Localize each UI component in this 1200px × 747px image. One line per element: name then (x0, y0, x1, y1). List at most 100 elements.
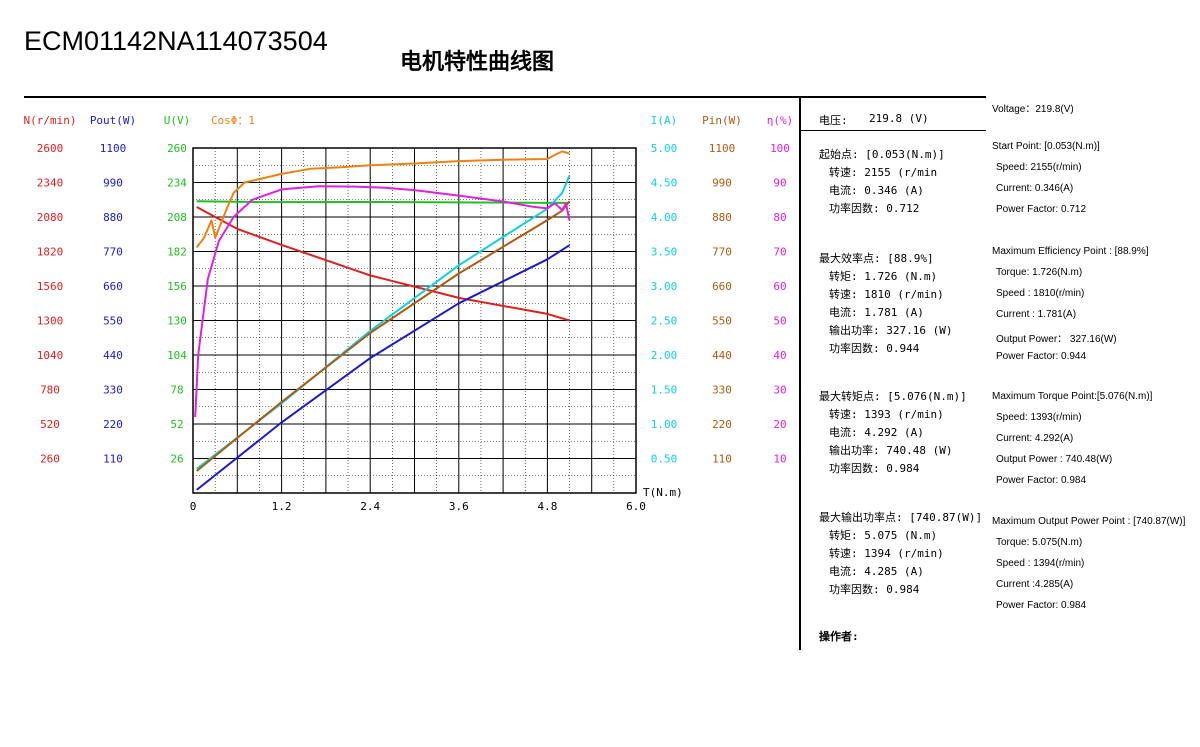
tick-label-pin: 660 (712, 280, 732, 293)
tick-label-n: 260 (40, 453, 60, 466)
tick-label-eff: 10 (773, 453, 786, 466)
tick-label-eff: 60 (773, 280, 786, 293)
point-detail: 电流: 1.781 (A) (829, 306, 924, 319)
point-detail: 电流: 4.292 (A) (829, 426, 924, 439)
tick-label-pin: 1100 (709, 142, 736, 155)
tick-label-pin: 990 (712, 177, 732, 190)
axis-label-n: N(r/min) (24, 114, 77, 127)
voltage-en: Voltage：219.8(V) (992, 104, 1074, 115)
x-tick-label: 2.4 (360, 500, 380, 513)
point-detail-en: Current : 1.781(A) (996, 309, 1077, 320)
tick-label-n: 2340 (37, 177, 64, 190)
tick-label-pout: 990 (103, 177, 123, 190)
tick-label-i: 1.00 (651, 418, 678, 431)
tick-label-u: 260 (167, 142, 187, 155)
point-detail-en: Power Factor: 0.984 (996, 600, 1087, 611)
tick-label-pout: 110 (103, 453, 123, 466)
tick-label-pin: 220 (712, 418, 732, 431)
point-detail-en: Power Factor: 0.944 (996, 351, 1087, 362)
tick-label-u: 234 (167, 177, 187, 190)
series-line-u (196, 200, 570, 204)
tick-label-pout: 1100 (100, 142, 127, 155)
tick-label-pout: 440 (103, 349, 123, 362)
tick-label-i: 1.50 (651, 384, 678, 397)
tick-label-pin: 880 (712, 211, 732, 224)
x-tick-label: 1.2 (272, 500, 292, 513)
panel-divider-horizontal (800, 130, 986, 131)
tick-label-eff: 30 (773, 384, 786, 397)
point-detail: 转速: 1810 (r/min) (829, 288, 944, 301)
x-tick-label: 4.8 (537, 500, 557, 513)
tick-label-i: 2.00 (651, 349, 678, 362)
axis-label-i: I(A) (651, 114, 678, 127)
point-title: 起始点: [0.053(N.m)] (819, 148, 945, 161)
point-detail: 功率因数: 0.984 (829, 462, 920, 475)
axis-label-pout: Pout(W) (90, 114, 136, 127)
point-detail: 功率因数: 0.944 (829, 342, 920, 355)
tick-label-i: 4.00 (651, 211, 678, 224)
point-detail-en: Output Power : 740.48(W) (996, 454, 1113, 465)
point-detail-en: Torque: 5.075(N.m) (996, 537, 1083, 548)
point-detail: 输出功率: 740.48 (W) (829, 444, 953, 457)
tick-label-pout: 880 (103, 211, 123, 224)
x-axis-label: T(N.m) (643, 486, 683, 499)
tick-label-i: 5.00 (651, 142, 678, 155)
tick-label-pout: 770 (103, 246, 123, 259)
tick-label-pin: 770 (712, 246, 732, 259)
tick-label-pout: 220 (103, 418, 123, 431)
point-detail-en: Output Power： 327.16(W) (996, 334, 1117, 345)
point-detail-en: Speed: 1393(r/min) (996, 412, 1082, 423)
point-title-en: Maximum Output Power Point : [740.87(W)] (992, 516, 1186, 527)
tick-label-eff: 50 (773, 315, 786, 328)
point-detail: 转速: 1394 (r/min) (829, 547, 944, 560)
point-detail: 转速: 2155 (r/min (829, 166, 938, 179)
point-title-en: Start Point: [0.053(N.m)] (992, 141, 1100, 152)
axis-label-pin: Pin(W) (702, 114, 742, 127)
chart-area: N(r/min)26002340208018201560130010407805… (24, 114, 794, 513)
tick-label-n: 1040 (37, 349, 64, 362)
point-title-en: Maximum Torque Point:[5.076(N.m)] (992, 391, 1153, 402)
tick-label-pout: 330 (103, 384, 123, 397)
tick-label-u: 130 (167, 315, 187, 328)
tick-label-i: 0.50 (651, 453, 678, 466)
tick-label-n: 2600 (37, 142, 64, 155)
tick-label-eff: 20 (773, 418, 786, 431)
tick-label-n: 780 (40, 384, 60, 397)
point-detail: 转速: 1393 (r/min) (829, 408, 944, 421)
tick-label-i: 3.50 (651, 246, 678, 259)
tick-label-u: 78 (170, 384, 183, 397)
operator-label: 操作者: (819, 630, 859, 643)
tick-label-n: 1820 (37, 246, 64, 259)
point-detail: 转矩: 1.726 (N.m) (829, 270, 938, 283)
tick-label-pout: 660 (103, 280, 123, 293)
axis-label-u: U(V) (164, 114, 191, 127)
point-detail-en: Current :4.285(A) (996, 579, 1074, 590)
x-tick-label: 0 (190, 500, 197, 513)
tick-label-pin: 330 (712, 384, 732, 397)
series-line-cos (195, 150, 570, 249)
point-detail-en: Speed : 1810(r/min) (996, 288, 1085, 299)
tick-label-eff: 100 (770, 142, 790, 155)
point-detail-en: Power Factor: 0.984 (996, 475, 1087, 486)
panel-divider-vertical (799, 97, 801, 650)
tick-label-eff: 70 (773, 246, 786, 259)
point-detail: 电流: 4.285 (A) (829, 565, 924, 578)
tick-label-i: 2.50 (651, 315, 678, 328)
tick-label-u: 52 (170, 418, 183, 431)
point-detail-en: Speed: 2155(r/min) (996, 162, 1082, 173)
point-detail-en: Current: 4.292(A) (996, 433, 1074, 444)
point-detail: 功率因数: 0.712 (829, 202, 920, 215)
tick-label-pin: 440 (712, 349, 732, 362)
point-detail: 转矩: 5.075 (N.m) (829, 529, 938, 542)
axis-label-cos: CosΦ：1 (211, 114, 255, 127)
point-detail-en: Torque: 1.726(N.m) (996, 267, 1083, 278)
voltage-value: 219.8 (V) (869, 112, 929, 125)
tick-label-eff: 40 (773, 349, 786, 362)
series-line-n (196, 206, 570, 322)
tick-label-n: 2080 (37, 211, 64, 224)
point-detail-en: Speed : 1394(r/min) (996, 558, 1085, 569)
tick-label-u: 156 (167, 280, 187, 293)
tick-label-eff: 90 (773, 177, 786, 190)
tick-label-pout: 550 (103, 315, 123, 328)
voltage-label: 电压: (819, 114, 848, 127)
